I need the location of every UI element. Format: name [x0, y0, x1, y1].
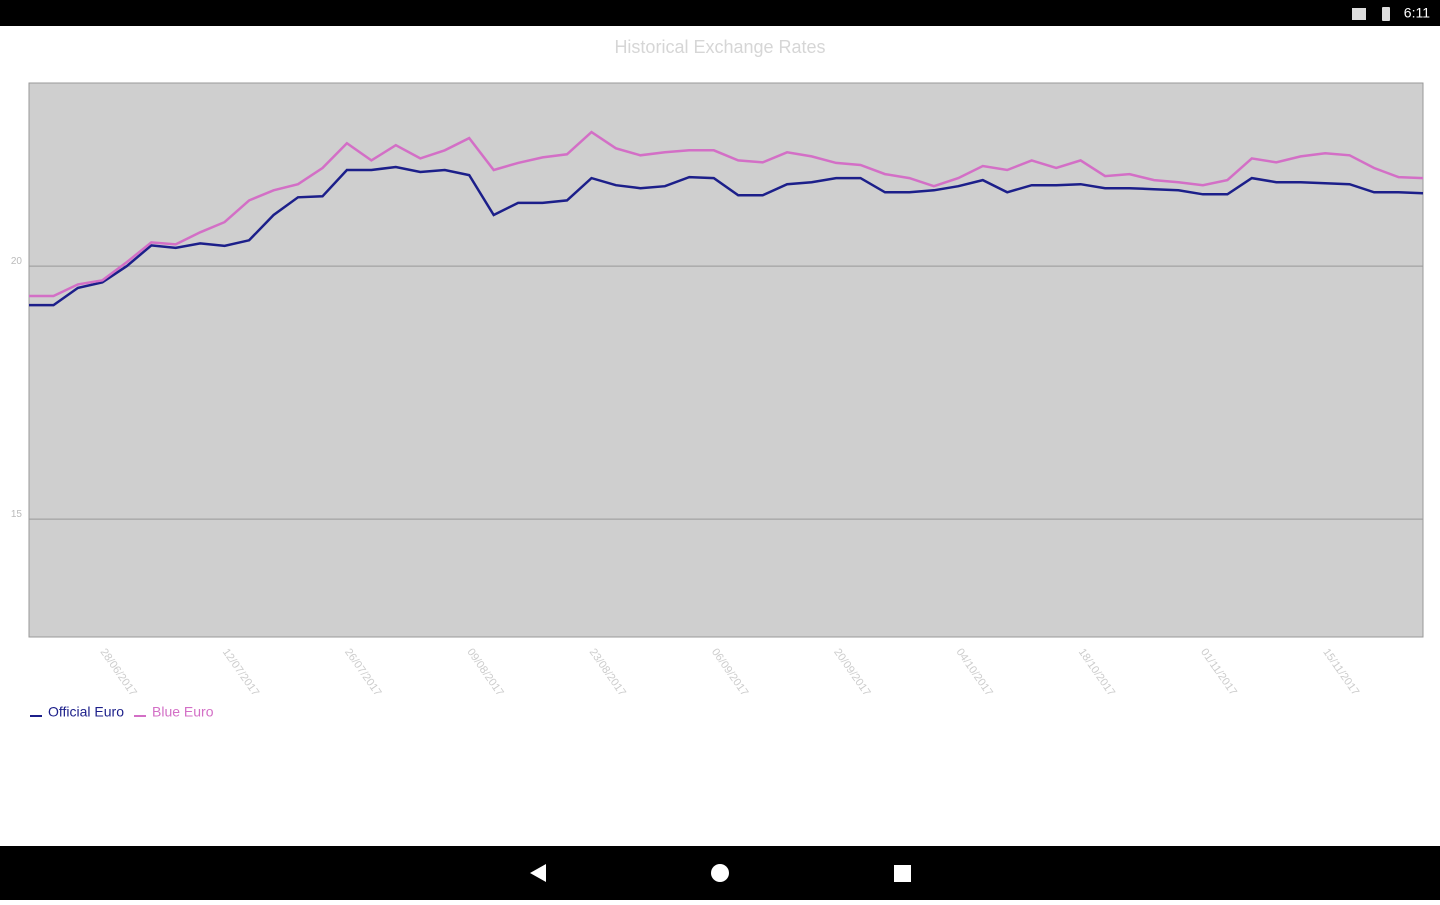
x-tick-label: 12/07/2017	[220, 647, 261, 699]
x-tick-label: 01/11/2017	[1198, 647, 1239, 698]
x-tick-label: 09/08/2017	[464, 647, 505, 699]
signal-icon	[1352, 8, 1366, 20]
x-tick-label: 04/10/2017	[953, 647, 994, 699]
y-tick-label: 15	[11, 509, 23, 520]
plot-area	[28, 82, 1424, 638]
x-tick-label: 15/11/2017	[1320, 647, 1361, 698]
clock: 6:11	[1404, 5, 1430, 21]
chart-title: Historical Exchange Rates	[614, 37, 825, 57]
x-tick-label: 06/09/2017	[709, 647, 750, 699]
x-tick-label: 23/08/2017	[587, 647, 628, 699]
recents-button[interactable]	[894, 865, 911, 882]
x-tick-label: 20/09/2017	[831, 647, 872, 699]
battery-icon	[1382, 7, 1390, 21]
y-tick-label: 20	[11, 256, 23, 267]
legend-label: Blue Euro	[152, 704, 214, 720]
home-button[interactable]	[711, 864, 729, 882]
x-tick-label: 18/10/2017	[1076, 647, 1117, 699]
series-line	[29, 130, 1424, 298]
x-tick-label: 28/06/2017	[98, 647, 139, 699]
back-button[interactable]	[530, 864, 546, 882]
status-bar	[0, 0, 1440, 26]
series-line	[29, 165, 1424, 307]
legend-label: Official Euro	[48, 704, 124, 720]
x-tick-label: 26/07/2017	[342, 647, 383, 699]
